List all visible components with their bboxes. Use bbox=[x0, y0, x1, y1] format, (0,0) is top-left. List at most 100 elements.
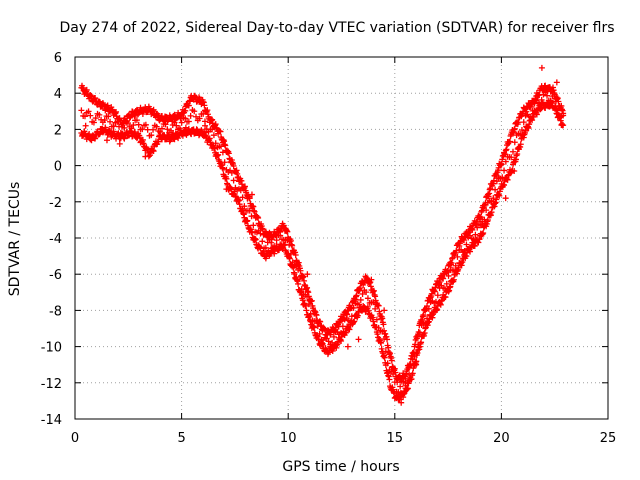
data-point bbox=[304, 271, 311, 278]
data-point bbox=[133, 117, 140, 124]
data-point bbox=[295, 280, 302, 287]
data-point bbox=[289, 259, 296, 266]
data-point bbox=[484, 216, 491, 223]
data-point bbox=[480, 229, 487, 236]
data-point bbox=[520, 119, 527, 126]
data-point bbox=[219, 165, 226, 172]
data-point bbox=[248, 191, 255, 198]
data-point bbox=[553, 79, 560, 86]
data-point bbox=[474, 224, 481, 231]
data-point bbox=[171, 119, 178, 126]
data-point bbox=[241, 203, 248, 210]
data-point bbox=[375, 302, 382, 309]
y-tick-label: -12 bbox=[41, 377, 62, 392]
data-point bbox=[386, 376, 393, 383]
data-point bbox=[463, 241, 470, 248]
data-point bbox=[283, 227, 290, 234]
data-point bbox=[425, 305, 432, 312]
data-point bbox=[492, 186, 499, 193]
y-tick-label: -8 bbox=[49, 304, 62, 319]
data-point bbox=[230, 177, 237, 184]
data-point bbox=[526, 101, 533, 108]
y-tick-label: -2 bbox=[49, 196, 62, 211]
data-point bbox=[182, 124, 189, 131]
data-point bbox=[144, 126, 151, 133]
data-point bbox=[357, 296, 364, 303]
data-point bbox=[560, 112, 567, 119]
data-point bbox=[368, 276, 375, 283]
data-point bbox=[538, 64, 545, 71]
data-point bbox=[381, 307, 388, 314]
data-point bbox=[428, 312, 435, 319]
data-point bbox=[381, 354, 388, 361]
data-point bbox=[454, 253, 461, 260]
data-point bbox=[142, 121, 149, 128]
data-point bbox=[135, 121, 142, 128]
data-point bbox=[87, 112, 94, 119]
y-tick-label: 6 bbox=[54, 51, 62, 66]
data-point bbox=[81, 113, 88, 120]
y-tick-label: -6 bbox=[49, 268, 62, 283]
data-point bbox=[560, 122, 567, 129]
data-point bbox=[101, 117, 108, 124]
data-point bbox=[273, 237, 280, 244]
data-point bbox=[178, 119, 185, 126]
data-point bbox=[355, 336, 362, 343]
data-point bbox=[78, 107, 85, 114]
data-point bbox=[170, 130, 177, 137]
data-point bbox=[92, 115, 99, 122]
x-tick-label: 20 bbox=[493, 431, 510, 446]
data-point bbox=[373, 316, 380, 323]
data-point bbox=[511, 139, 518, 146]
data-point bbox=[292, 252, 299, 259]
data-point bbox=[409, 370, 416, 377]
data-point bbox=[239, 194, 246, 201]
data-point bbox=[142, 153, 149, 160]
data-point bbox=[262, 244, 269, 251]
data-point bbox=[402, 375, 409, 382]
data-point bbox=[434, 292, 441, 299]
data-point bbox=[453, 247, 460, 254]
data-point bbox=[413, 361, 420, 368]
data-point bbox=[212, 140, 219, 147]
data-point bbox=[364, 295, 371, 302]
data-point bbox=[105, 113, 112, 120]
data-point bbox=[353, 292, 360, 299]
data-point bbox=[384, 360, 391, 367]
data-point bbox=[201, 102, 208, 109]
data-point bbox=[502, 195, 509, 202]
data-point bbox=[308, 297, 315, 304]
data-point bbox=[202, 122, 209, 129]
x-axis-title: GPS time / hours bbox=[282, 459, 399, 475]
data-point bbox=[378, 339, 385, 346]
data-point bbox=[210, 132, 217, 139]
data-point bbox=[507, 138, 514, 145]
data-point bbox=[330, 333, 337, 340]
data-point bbox=[85, 108, 92, 115]
data-point bbox=[344, 343, 351, 350]
data-point bbox=[193, 113, 200, 120]
data-point bbox=[502, 158, 509, 165]
data-point bbox=[187, 112, 194, 119]
data-point bbox=[325, 338, 332, 345]
x-tick-label: 5 bbox=[177, 431, 185, 446]
data-point bbox=[384, 336, 391, 343]
data-point bbox=[158, 125, 165, 132]
chart-title: Day 274 of 2022, Sidereal Day-to-day VTE… bbox=[59, 20, 614, 36]
data-point bbox=[477, 214, 484, 221]
data-point bbox=[443, 280, 450, 287]
tick-layer: 0 5 10 15 20 25 -14 -12 -10 -8 -6 -4 -2 0 2 4 6 bbox=[41, 51, 617, 446]
data-point bbox=[400, 379, 407, 386]
data-point bbox=[316, 330, 323, 337]
data-point bbox=[518, 126, 525, 133]
y-tick-label: -4 bbox=[49, 232, 62, 247]
x-tick-label: 15 bbox=[387, 431, 404, 446]
data-point bbox=[221, 159, 228, 166]
data-point bbox=[350, 304, 357, 311]
data-point bbox=[164, 126, 171, 133]
data-point bbox=[277, 232, 284, 239]
data-point bbox=[311, 324, 318, 331]
data-point bbox=[107, 118, 114, 125]
data-point bbox=[185, 118, 192, 125]
